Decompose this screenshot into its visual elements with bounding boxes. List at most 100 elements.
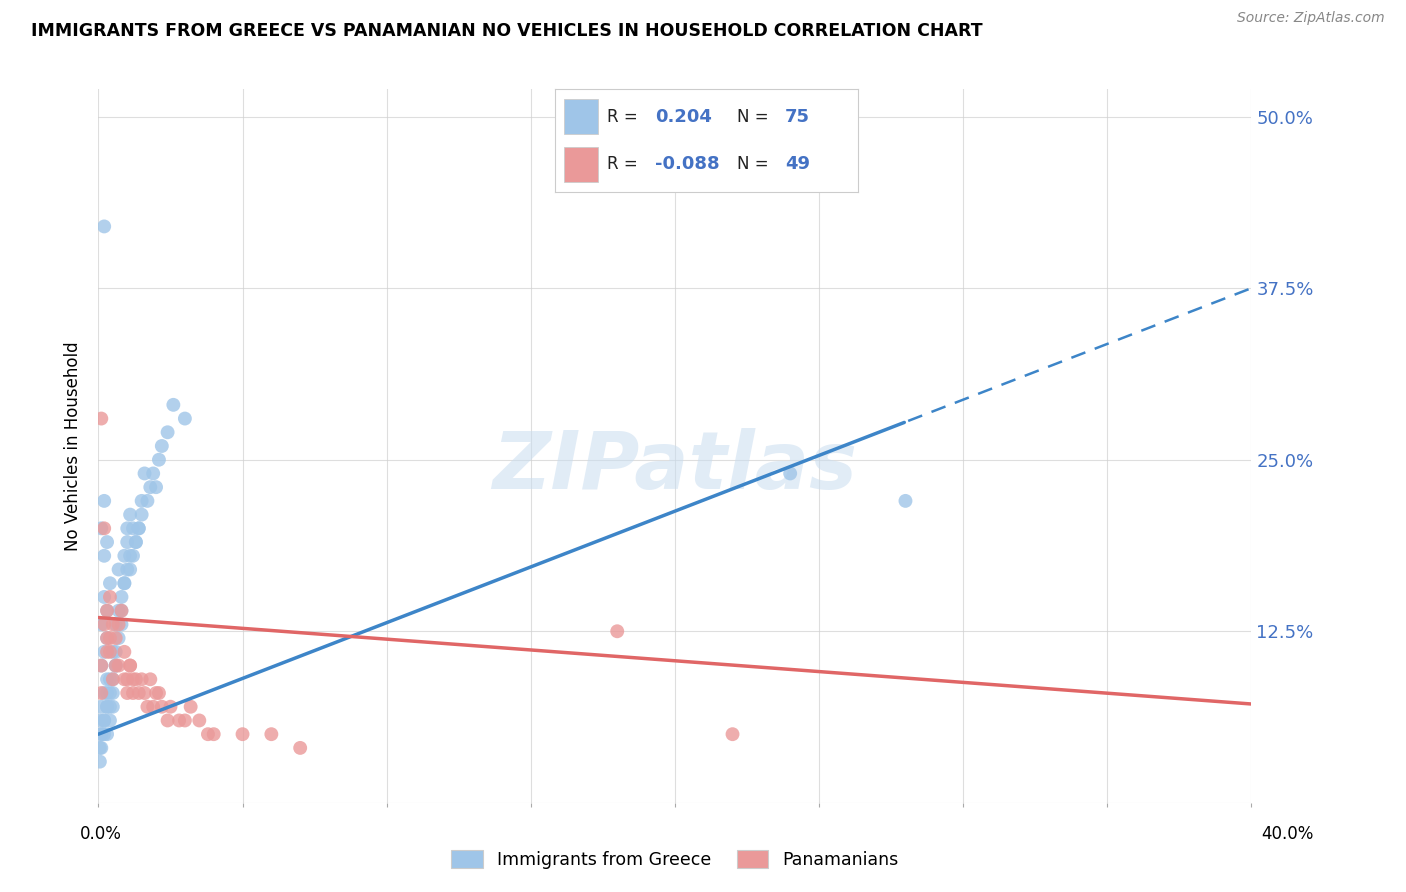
Point — [90, 658, 112, 673]
Point — [167, 714, 190, 728]
Point — [120, 658, 142, 673]
Point — [131, 494, 153, 508]
Point — [104, 658, 127, 673]
Point — [104, 645, 127, 659]
Point — [96, 686, 118, 700]
Point — [101, 645, 124, 659]
Point — [107, 617, 129, 632]
Point — [134, 467, 156, 481]
Point — [110, 604, 132, 618]
Point — [101, 673, 124, 687]
Text: 49: 49 — [785, 155, 810, 173]
Point — [131, 508, 153, 522]
Point — [98, 699, 121, 714]
Point — [104, 658, 127, 673]
Point — [90, 617, 112, 632]
Point — [104, 658, 127, 673]
Point — [148, 452, 170, 467]
Point — [120, 562, 142, 576]
Point — [90, 658, 112, 673]
Point — [98, 673, 121, 687]
Point — [90, 521, 112, 535]
Point — [142, 467, 165, 481]
Point — [122, 686, 145, 700]
Point — [894, 494, 917, 508]
Point — [779, 467, 801, 481]
Point — [148, 686, 170, 700]
Point — [112, 576, 135, 591]
Point — [98, 576, 121, 591]
Text: ZIPatlas: ZIPatlas — [492, 428, 858, 507]
Text: 40.0%: 40.0% — [1261, 825, 1315, 843]
Point — [122, 549, 145, 563]
Point — [93, 714, 115, 728]
Point — [104, 631, 127, 645]
Point — [98, 645, 121, 659]
Point — [96, 535, 118, 549]
Point — [96, 604, 118, 618]
Point — [93, 219, 115, 234]
Point — [139, 480, 162, 494]
Point — [142, 699, 165, 714]
Point — [128, 686, 150, 700]
Point — [136, 699, 159, 714]
Point — [188, 714, 211, 728]
Point — [721, 727, 744, 741]
Point — [134, 686, 156, 700]
Point — [90, 699, 112, 714]
Y-axis label: No Vehicles in Household: No Vehicles in Household — [65, 341, 83, 551]
Point — [93, 645, 115, 659]
Point — [93, 714, 115, 728]
Point — [107, 604, 129, 618]
Point — [197, 727, 219, 741]
Point — [110, 590, 132, 604]
Point — [260, 727, 283, 741]
Point — [117, 535, 139, 549]
Point — [290, 740, 312, 755]
Point — [131, 673, 153, 687]
FancyBboxPatch shape — [564, 146, 598, 181]
Point — [159, 699, 181, 714]
Text: IMMIGRANTS FROM GREECE VS PANAMANIAN NO VEHICLES IN HOUSEHOLD CORRELATION CHART: IMMIGRANTS FROM GREECE VS PANAMANIAN NO … — [31, 22, 983, 40]
Point — [93, 549, 115, 563]
Point — [101, 699, 124, 714]
Point — [93, 494, 115, 508]
Text: 0.0%: 0.0% — [80, 825, 122, 843]
Point — [174, 411, 197, 425]
Point — [112, 576, 135, 591]
Point — [89, 714, 111, 728]
Point — [128, 521, 150, 535]
Point — [96, 699, 118, 714]
Point — [96, 645, 118, 659]
Point — [96, 727, 118, 741]
Point — [156, 425, 179, 440]
Point — [96, 673, 118, 687]
Point — [174, 714, 197, 728]
Point — [112, 549, 135, 563]
Point — [122, 673, 145, 687]
Point — [89, 755, 111, 769]
Point — [156, 714, 179, 728]
Point — [98, 631, 121, 645]
Legend: Immigrants from Greece, Panamanians: Immigrants from Greece, Panamanians — [444, 844, 905, 876]
Point — [150, 699, 173, 714]
FancyBboxPatch shape — [564, 99, 598, 135]
Point — [117, 521, 139, 535]
Point — [145, 686, 167, 700]
Point — [93, 521, 115, 535]
Point — [107, 631, 129, 645]
Point — [96, 604, 118, 618]
Text: Source: ZipAtlas.com: Source: ZipAtlas.com — [1237, 11, 1385, 25]
Point — [90, 740, 112, 755]
Point — [93, 590, 115, 604]
Point — [110, 617, 132, 632]
Point — [162, 398, 184, 412]
Point — [101, 617, 124, 632]
Point — [90, 727, 112, 741]
Point — [96, 699, 118, 714]
Point — [89, 740, 111, 755]
Point — [112, 645, 135, 659]
Point — [98, 590, 121, 604]
Point — [93, 617, 115, 632]
Point — [202, 727, 225, 741]
